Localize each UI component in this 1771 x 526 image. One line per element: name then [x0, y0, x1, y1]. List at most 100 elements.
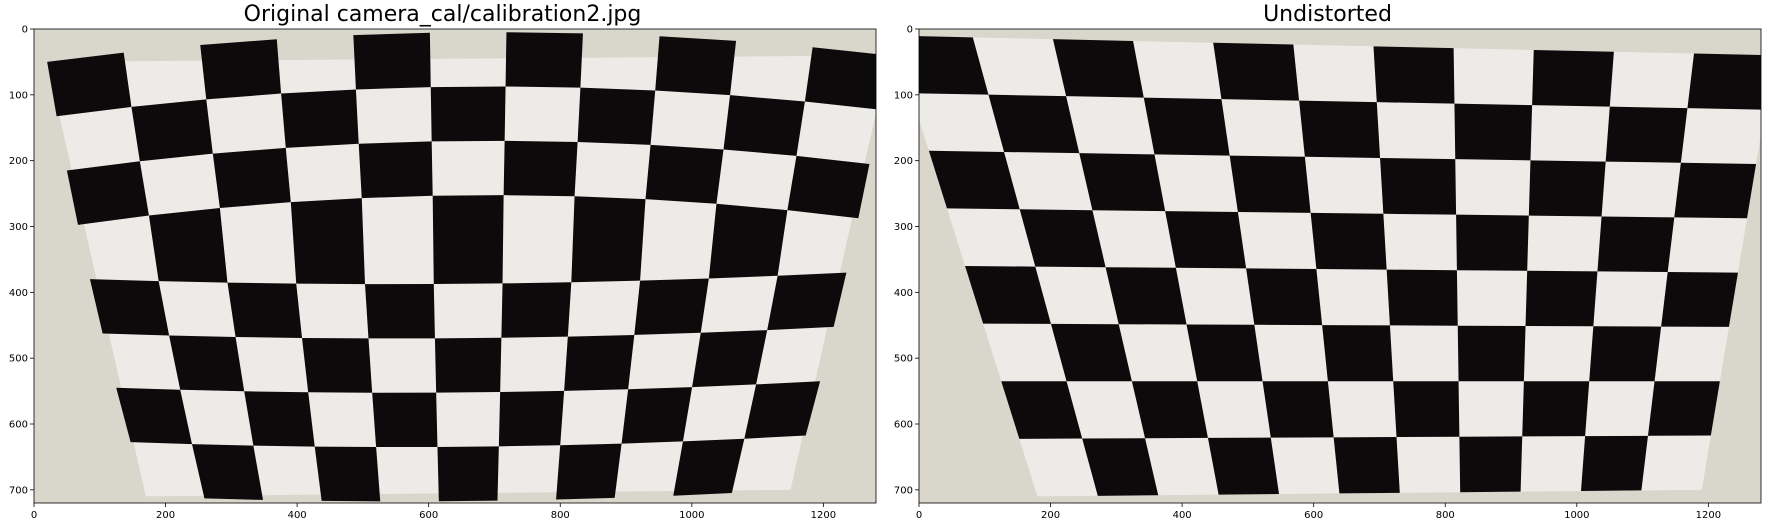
y-tick-label: 300	[9, 222, 28, 233]
y-tick-label: 0	[907, 25, 913, 36]
y-tick-label: 600	[894, 420, 913, 431]
undistorted-title: Undistorted	[1263, 2, 1392, 27]
checker-square	[353, 32, 431, 90]
checker-square	[503, 140, 578, 197]
y-tick-label: 100	[9, 90, 28, 101]
checker-square	[1459, 436, 1523, 493]
undistorted-panel: Undistorted 0 200 400 600 800 1000 1200 0 100 200…	[885, 0, 1770, 526]
checker-square	[434, 337, 502, 393]
y-tick-label: 400	[9, 288, 28, 299]
x-tick-label: 800	[1436, 510, 1455, 521]
x-tick-label: 0	[31, 510, 37, 521]
checker-square	[1207, 437, 1280, 495]
checker-square	[1456, 214, 1529, 271]
checker-square	[655, 36, 737, 96]
x-tick-label: 400	[288, 510, 307, 521]
checker-square	[432, 195, 504, 285]
checker-square	[498, 390, 565, 447]
checker-square	[227, 282, 303, 338]
checker-square	[131, 99, 213, 162]
checker-square	[314, 446, 381, 502]
checker-square	[437, 446, 499, 502]
checker-square	[621, 387, 693, 444]
checker-square	[1525, 270, 1598, 327]
x-tick-label: 600	[1304, 510, 1323, 521]
x-tick-label: 200	[156, 510, 175, 521]
checker-square	[1386, 269, 1458, 326]
checker-square	[988, 94, 1080, 154]
y-tick-label: 100	[894, 90, 913, 101]
checker-square	[673, 438, 745, 496]
checker-square	[1079, 153, 1166, 212]
y-tick-label: 700	[9, 485, 28, 496]
x-tick-label: 400	[1173, 510, 1192, 521]
y-tick-label: 500	[9, 354, 28, 365]
y-tick-label: 600	[9, 420, 28, 431]
checker-square	[1522, 381, 1590, 437]
x-tick-label: 800	[551, 510, 570, 521]
checker-square	[1528, 160, 1606, 217]
checker-square	[212, 147, 291, 208]
checker-square	[692, 330, 768, 388]
checker-square	[290, 198, 365, 285]
checker-square	[767, 272, 847, 331]
checker-square	[66, 161, 149, 225]
checker-square	[1454, 103, 1533, 161]
checker-square	[372, 392, 438, 448]
checker-square	[1393, 381, 1460, 438]
checker-square	[1373, 46, 1455, 104]
checker-square	[1052, 39, 1144, 98]
checker-square	[501, 282, 572, 338]
checker-square	[1674, 162, 1757, 219]
y-tick-label: 500	[894, 354, 913, 365]
checker-square	[577, 87, 656, 145]
photo	[919, 29, 1761, 503]
checker-square	[919, 36, 989, 95]
checker-square	[1687, 53, 1761, 110]
x-tick-label: 1000	[1564, 510, 1589, 521]
checker-square	[148, 207, 228, 283]
checker-square	[1661, 271, 1738, 327]
checker-square	[1322, 325, 1394, 382]
checker-square	[1605, 106, 1688, 163]
original-panel: Original camera_cal/calibration2.jpg 0 20…	[0, 0, 885, 526]
checker-square	[965, 266, 1051, 324]
photo	[34, 29, 876, 503]
checker-square	[1131, 381, 1208, 439]
undistorted-image-plot: 0 200 400 600 800 1000 1200 0 100 200 300 400 500 600…	[894, 25, 1762, 521]
checker-square	[1050, 323, 1132, 382]
checker-square	[364, 284, 435, 339]
checker-square	[804, 47, 876, 110]
checker-square	[1589, 326, 1662, 382]
checker-square	[47, 52, 132, 117]
checker-square	[928, 150, 1020, 210]
checker-square	[1082, 438, 1159, 496]
checker-square	[744, 381, 821, 439]
checker-square	[302, 337, 373, 393]
checker-square	[1532, 49, 1614, 107]
checker-square	[1647, 381, 1720, 436]
checker-square	[1213, 42, 1300, 101]
checker-square	[505, 32, 583, 88]
checker-square	[1262, 381, 1334, 438]
axes-frame	[918, 28, 1762, 504]
checker-square	[191, 444, 264, 500]
checker-square	[1333, 437, 1400, 494]
checker-square	[564, 334, 635, 391]
checker-square	[634, 278, 709, 335]
checker-square	[645, 144, 724, 204]
checker-square	[1105, 267, 1187, 325]
y-tick-label: 0	[22, 25, 28, 36]
original-title: Original camera_cal/calibration2.jpg	[243, 2, 642, 27]
checker-square	[1001, 381, 1083, 439]
checker-square	[1580, 435, 1648, 492]
y-tick-label: 200	[894, 156, 913, 167]
checker-square	[556, 443, 622, 500]
original-image-plot: 0 200 400 600 800 1000 1200 0 100 200 300 400 500 600…	[9, 25, 877, 521]
x-tick-label: 0	[916, 510, 922, 521]
checker-square	[1597, 216, 1675, 272]
checker-square	[281, 89, 359, 148]
y-tick-label: 300	[894, 222, 913, 233]
x-tick-label: 1200	[811, 510, 836, 521]
checker-square	[1229, 155, 1311, 213]
